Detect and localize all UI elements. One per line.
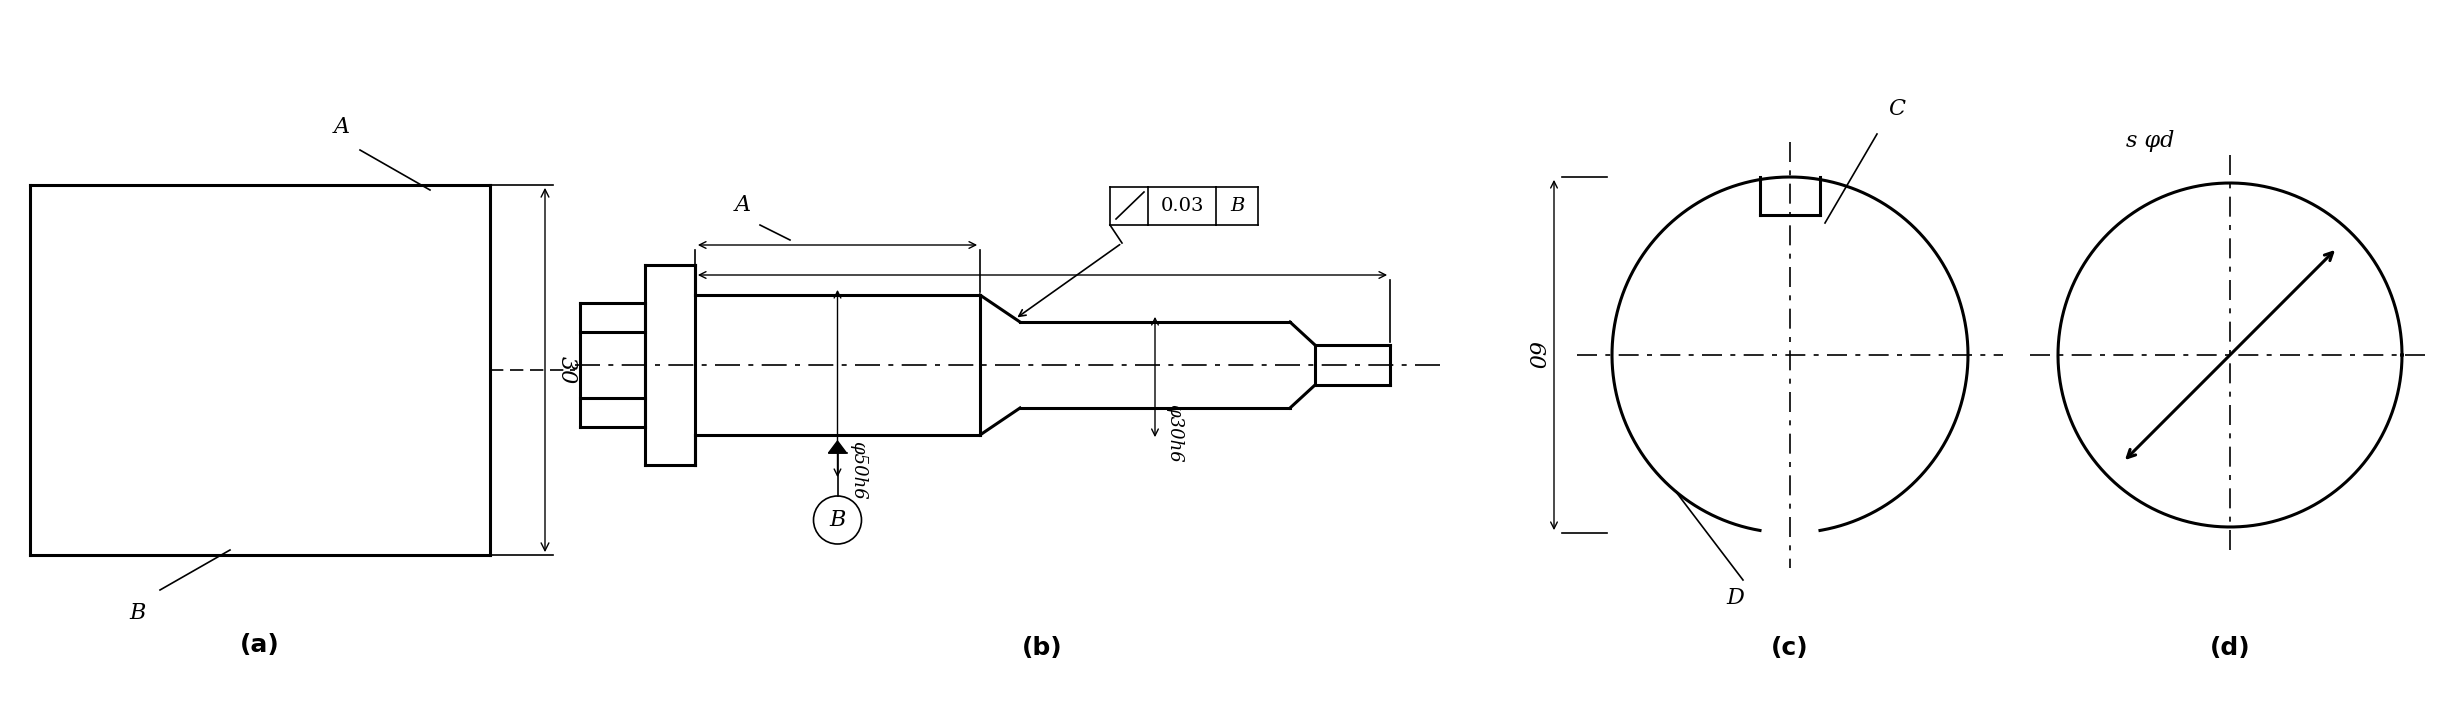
Polygon shape [828,441,848,453]
Text: 0.03: 0.03 [1160,197,1204,215]
Text: A: A [735,194,752,216]
Text: (b): (b) [1022,636,1064,660]
Text: B: B [1231,197,1243,215]
Text: (c): (c) [1771,636,1808,660]
Text: 60: 60 [1523,341,1545,369]
Text: φ30h6: φ30h6 [1165,403,1182,462]
Text: A: A [334,116,349,138]
Text: φ50h6: φ50h6 [850,440,867,499]
Text: s φd: s φd [2125,130,2174,152]
Text: B: B [130,602,145,624]
Text: C: C [1889,98,1907,120]
Text: (a): (a) [241,633,280,657]
Text: (d): (d) [2209,636,2251,660]
Text: B: B [830,509,845,531]
Text: D: D [1727,587,1744,609]
Text: 30: 30 [555,356,577,384]
